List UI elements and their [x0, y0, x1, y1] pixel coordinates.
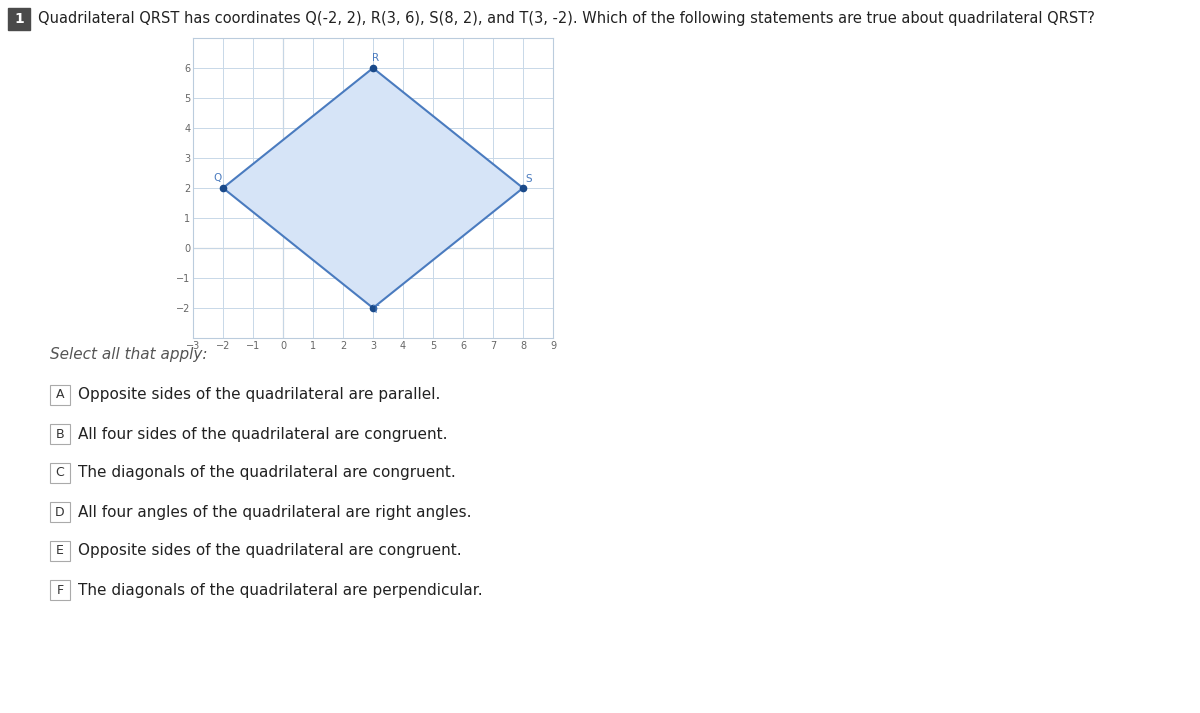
Text: D: D: [55, 506, 65, 518]
Text: The diagonals of the quadrilateral are congruent.: The diagonals of the quadrilateral are c…: [78, 466, 456, 481]
FancyBboxPatch shape: [50, 541, 70, 561]
Text: A: A: [55, 389, 65, 401]
Text: C: C: [55, 466, 65, 480]
FancyBboxPatch shape: [50, 385, 70, 405]
Text: B: B: [55, 428, 65, 441]
Text: S: S: [526, 175, 533, 185]
Text: Opposite sides of the quadrilateral are parallel.: Opposite sides of the quadrilateral are …: [78, 387, 440, 403]
Text: E: E: [56, 545, 64, 558]
Text: The diagonals of the quadrilateral are perpendicular.: The diagonals of the quadrilateral are p…: [78, 583, 482, 597]
Text: Select all that apply:: Select all that apply:: [50, 347, 208, 362]
Text: 1: 1: [14, 12, 24, 26]
Polygon shape: [223, 68, 523, 308]
FancyBboxPatch shape: [50, 580, 70, 600]
Text: Quadrilateral QRST has coordinates Q(-2, 2), R(3, 6), S(8, 2), and T(3, -2). Whi: Quadrilateral QRST has coordinates Q(-2,…: [38, 11, 1094, 26]
Text: T: T: [372, 304, 378, 314]
Text: F: F: [56, 583, 64, 597]
Text: Opposite sides of the quadrilateral are congruent.: Opposite sides of the quadrilateral are …: [78, 543, 462, 558]
FancyBboxPatch shape: [50, 502, 70, 522]
Text: All four sides of the quadrilateral are congruent.: All four sides of the quadrilateral are …: [78, 426, 448, 441]
Text: All four angles of the quadrilateral are right angles.: All four angles of the quadrilateral are…: [78, 505, 472, 520]
FancyBboxPatch shape: [50, 463, 70, 483]
FancyBboxPatch shape: [8, 8, 30, 30]
FancyBboxPatch shape: [50, 424, 70, 444]
Text: R: R: [372, 53, 379, 63]
Text: Q: Q: [214, 173, 222, 183]
